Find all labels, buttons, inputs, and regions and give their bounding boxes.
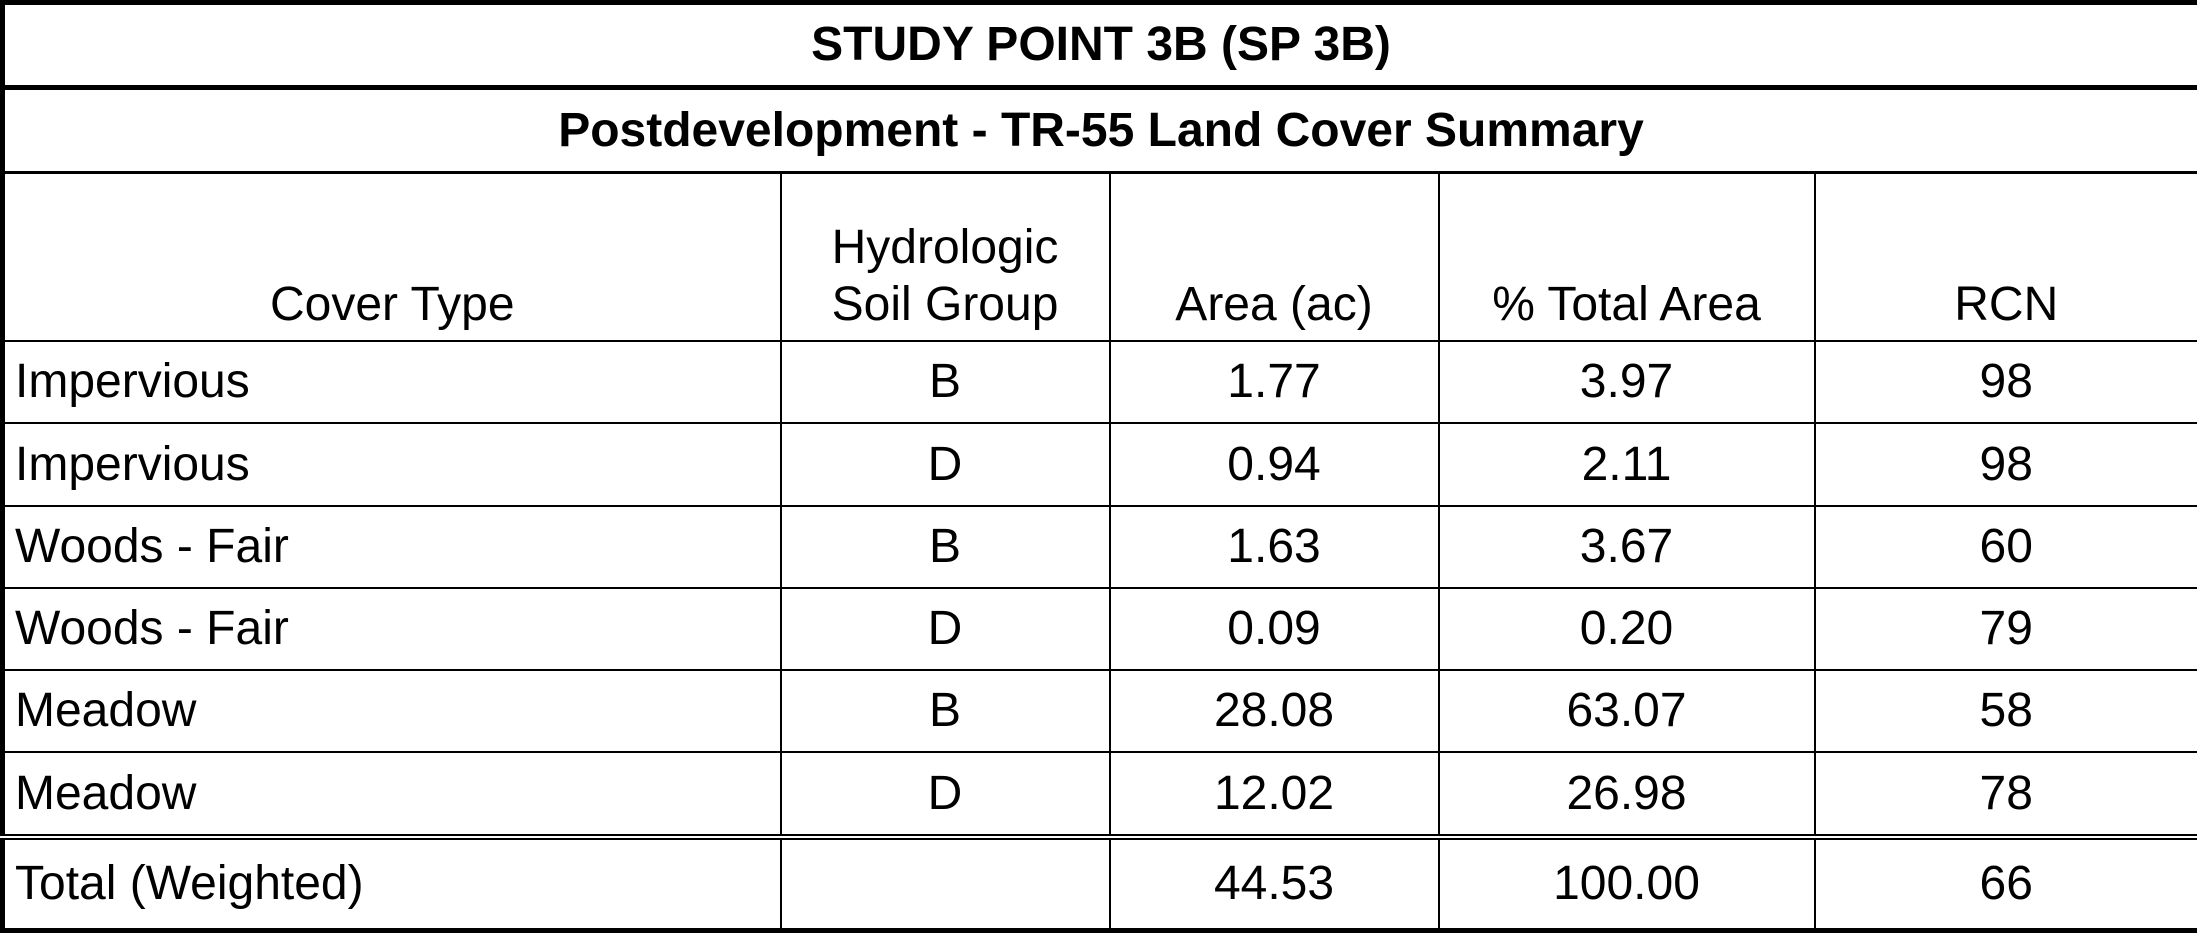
cell: D [779, 751, 1111, 838]
column-header: Cover Type [1, 171, 782, 343]
cell: 78 [1813, 751, 2197, 838]
data-row: Impervious B 1.77 3.97 98 [1, 340, 2197, 425]
total-cell [779, 833, 1111, 932]
data-row: Meadow D 12.02 26.98 78 [1, 751, 2197, 838]
cell: 2.11 [1437, 422, 1816, 507]
total-cell: Total (Weighted) [1, 833, 782, 932]
cell: 58 [1813, 669, 2197, 754]
cell: 0.20 [1437, 586, 1816, 672]
column-header: Area (ac) [1108, 171, 1440, 343]
cell: 63.07 [1437, 669, 1816, 754]
cell: B [779, 340, 1111, 425]
cell: 1.63 [1108, 504, 1440, 589]
cell: B [779, 504, 1111, 589]
column-header: Hydrologic Soil Group [779, 171, 1111, 343]
cell: 12.02 [1108, 751, 1440, 838]
cell: 28.08 [1108, 669, 1440, 754]
total-cell: 44.53 [1108, 833, 1440, 932]
cell: 26.98 [1437, 751, 1816, 838]
column-header: RCN [1813, 171, 2197, 343]
cell: 98 [1813, 340, 2197, 425]
total-row: Total (Weighted) 44.53 100.00 66 [1, 833, 2197, 932]
data-row: Impervious D 0.94 2.11 98 [1, 422, 2197, 507]
cell: Meadow [1, 751, 782, 838]
column-header: % Total Area [1437, 171, 1816, 343]
cell: Woods - Fair [1, 504, 782, 589]
total-cell: 100.00 [1437, 833, 1816, 932]
cell: 60 [1813, 504, 2197, 589]
cell: D [779, 422, 1111, 507]
cell: Woods - Fair [1, 586, 782, 672]
cell: B [779, 669, 1111, 754]
cell: 79 [1813, 586, 2197, 672]
cell: 0.94 [1108, 422, 1440, 507]
header-row: Cover Type Hydrologic Soil Group Area (ac)… [1, 171, 2197, 343]
cell: Meadow [1, 669, 782, 754]
cell: 0.09 [1108, 586, 1440, 672]
data-row: Meadow B 28.08 63.07 58 [1, 669, 2197, 754]
cell: 98 [1813, 422, 2197, 507]
total-cell: 66 [1813, 833, 2197, 932]
table-subtitle: Postdevelopment - TR-55 Land Cover Summa… [1, 86, 2197, 174]
cell: Impervious [1, 422, 782, 507]
table-title: STUDY POINT 3B (SP 3B) [1, 1, 2197, 91]
cell: 3.67 [1437, 504, 1816, 589]
data-row: Woods - Fair D 0.09 0.20 79 [1, 586, 2197, 672]
data-row: Woods - Fair B 1.63 3.67 60 [1, 504, 2197, 589]
cell: 3.97 [1437, 340, 1816, 425]
cell: 1.77 [1108, 340, 1440, 425]
cell: Impervious [1, 340, 782, 425]
cell: D [779, 586, 1111, 672]
